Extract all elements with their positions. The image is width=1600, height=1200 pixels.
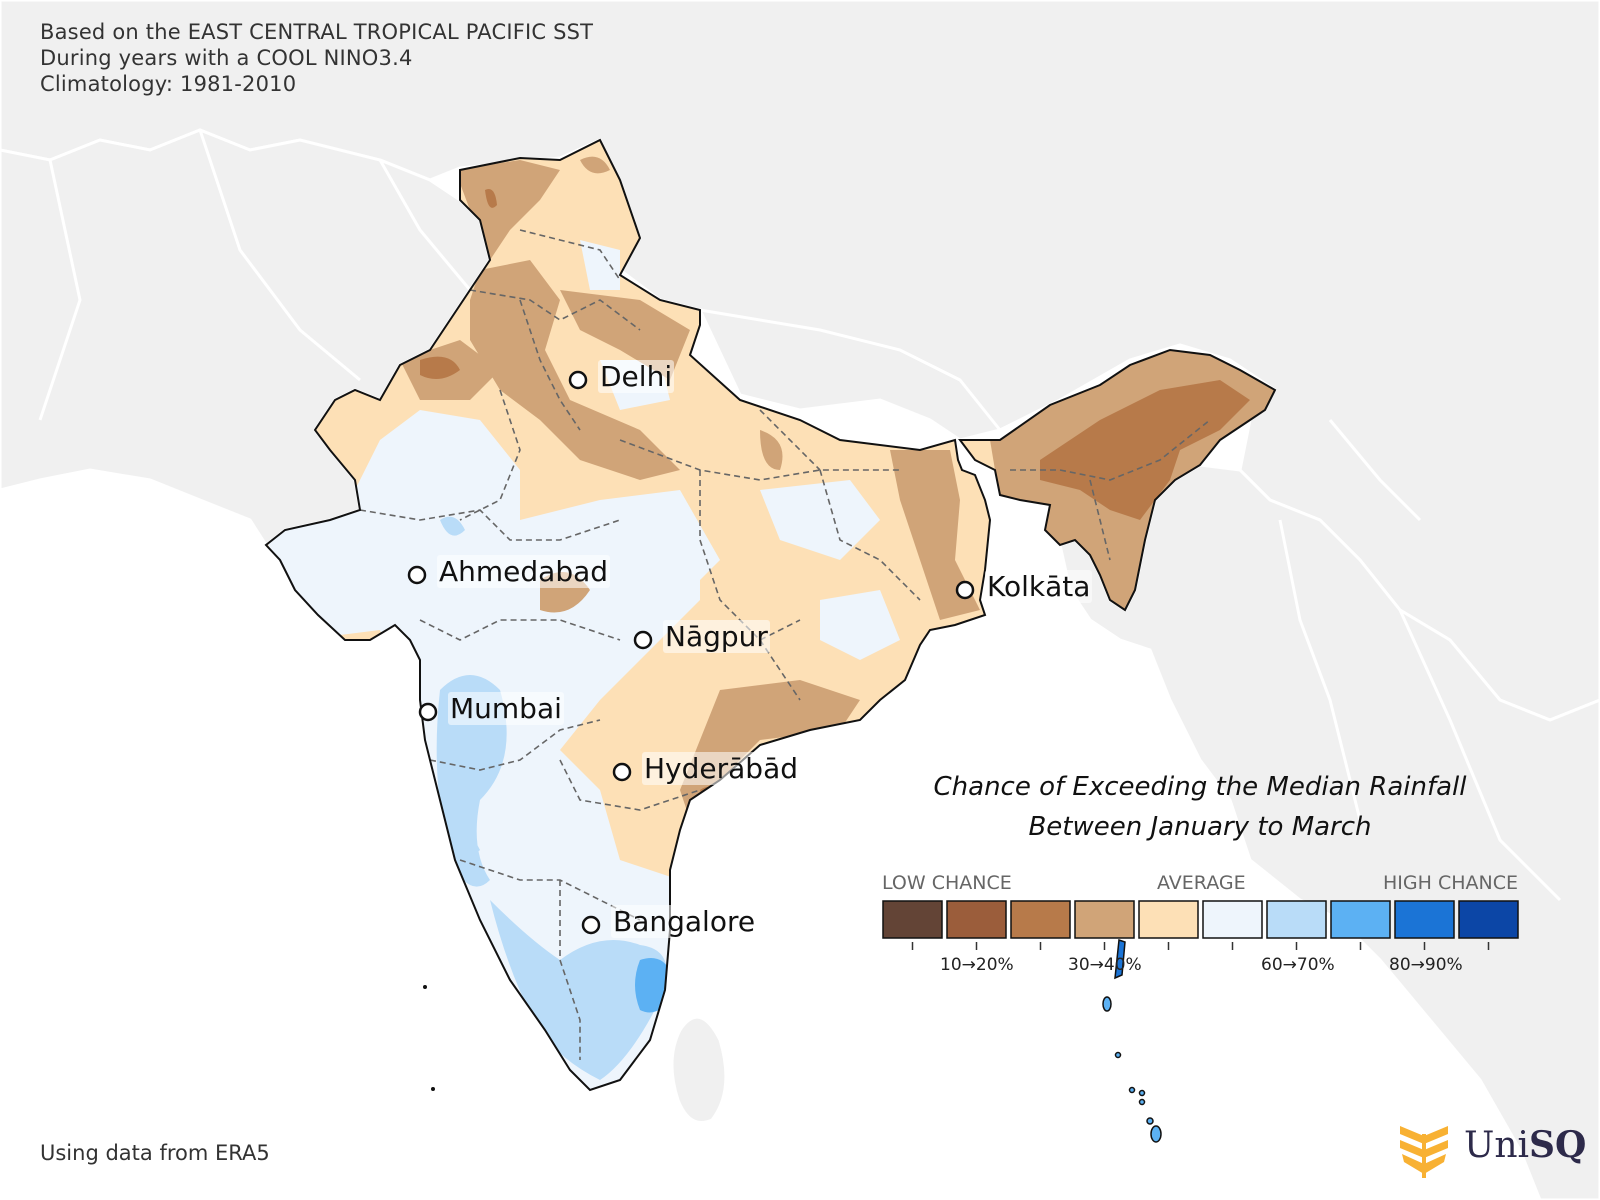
map-title-line-1: Chance of Exceeding the Median Rainfall (933, 772, 1467, 802)
legend-swatch (1010, 900, 1071, 939)
legend-swatch (1394, 900, 1455, 939)
header-line-2: During years with a COOL NINO3.4 (40, 46, 413, 70)
city-marker-mumbai (418, 702, 438, 722)
header-line-3: Climatology: 1981-2010 (40, 72, 297, 96)
city-marker-kolkata (955, 580, 975, 600)
legend-swatch (1458, 900, 1519, 939)
source-note: Using data from ERA5 (40, 1141, 270, 1165)
legend-swatch (1138, 900, 1199, 939)
city-marker-ahmedabad (407, 565, 427, 585)
city-label-nagpur: Nāgpur (663, 620, 770, 653)
unisq-wordmark: UniSQ (1464, 1124, 1587, 1166)
legend-swatch (1202, 900, 1263, 939)
legend-swatch (946, 900, 1007, 939)
legend-swatch (1266, 900, 1327, 939)
city-label-kolkata: Kolkāta (985, 570, 1093, 603)
light-blue-regions (436, 516, 667, 1080)
city-label-bangalore: Bangalore (611, 905, 758, 938)
city-label-ahmedabad: Ahmedabad (437, 555, 611, 588)
northeast-state-borders (1010, 419, 1211, 561)
city-markers (407, 370, 975, 935)
city-marker-delhi (568, 370, 588, 390)
legend-swatch (882, 900, 943, 939)
city-label-delhi: Delhi (598, 360, 675, 393)
legend-high-label: HIGH CHANCE (1383, 872, 1518, 894)
andaman-nicobar-islands (1102, 938, 1162, 1143)
city-label-mumbai: Mumbai (448, 692, 564, 725)
legend-tick-label-30-40: 30→40% (1068, 955, 1142, 975)
map-title-line-2: Between January to March (1028, 812, 1372, 842)
city-marker-hyderabad (612, 762, 632, 782)
unisq-logo-mark-icon (1400, 1126, 1448, 1178)
legend-low-label: LOW CHANCE (882, 872, 1012, 894)
header-line-1: Based on the EAST CENTRAL TROPICAL PACIF… (40, 20, 594, 44)
city-marker-bangalore (581, 915, 601, 935)
legend-colorbar (882, 900, 1519, 950)
below-median-regions (400, 156, 980, 820)
legend-tick-label-80-90: 80→90% (1389, 955, 1463, 975)
legend-average-label: AVERAGE (1157, 872, 1246, 894)
city-marker-nagpur (633, 630, 653, 650)
city-label-hyderabad: Hyderābād (642, 752, 800, 785)
legend-tick-label-10-20: 10→20% (940, 955, 1014, 975)
legend-swatch (1074, 900, 1135, 939)
northeast-outline (958, 348, 1277, 612)
unisq-logo: UniSQ (1394, 1120, 1586, 1180)
northeast-low-region (1040, 380, 1250, 520)
lakshadweep-islands (423, 985, 435, 1091)
legend-swatch (1330, 900, 1391, 939)
legend-tick-label-60-70: 60→70% (1261, 955, 1335, 975)
